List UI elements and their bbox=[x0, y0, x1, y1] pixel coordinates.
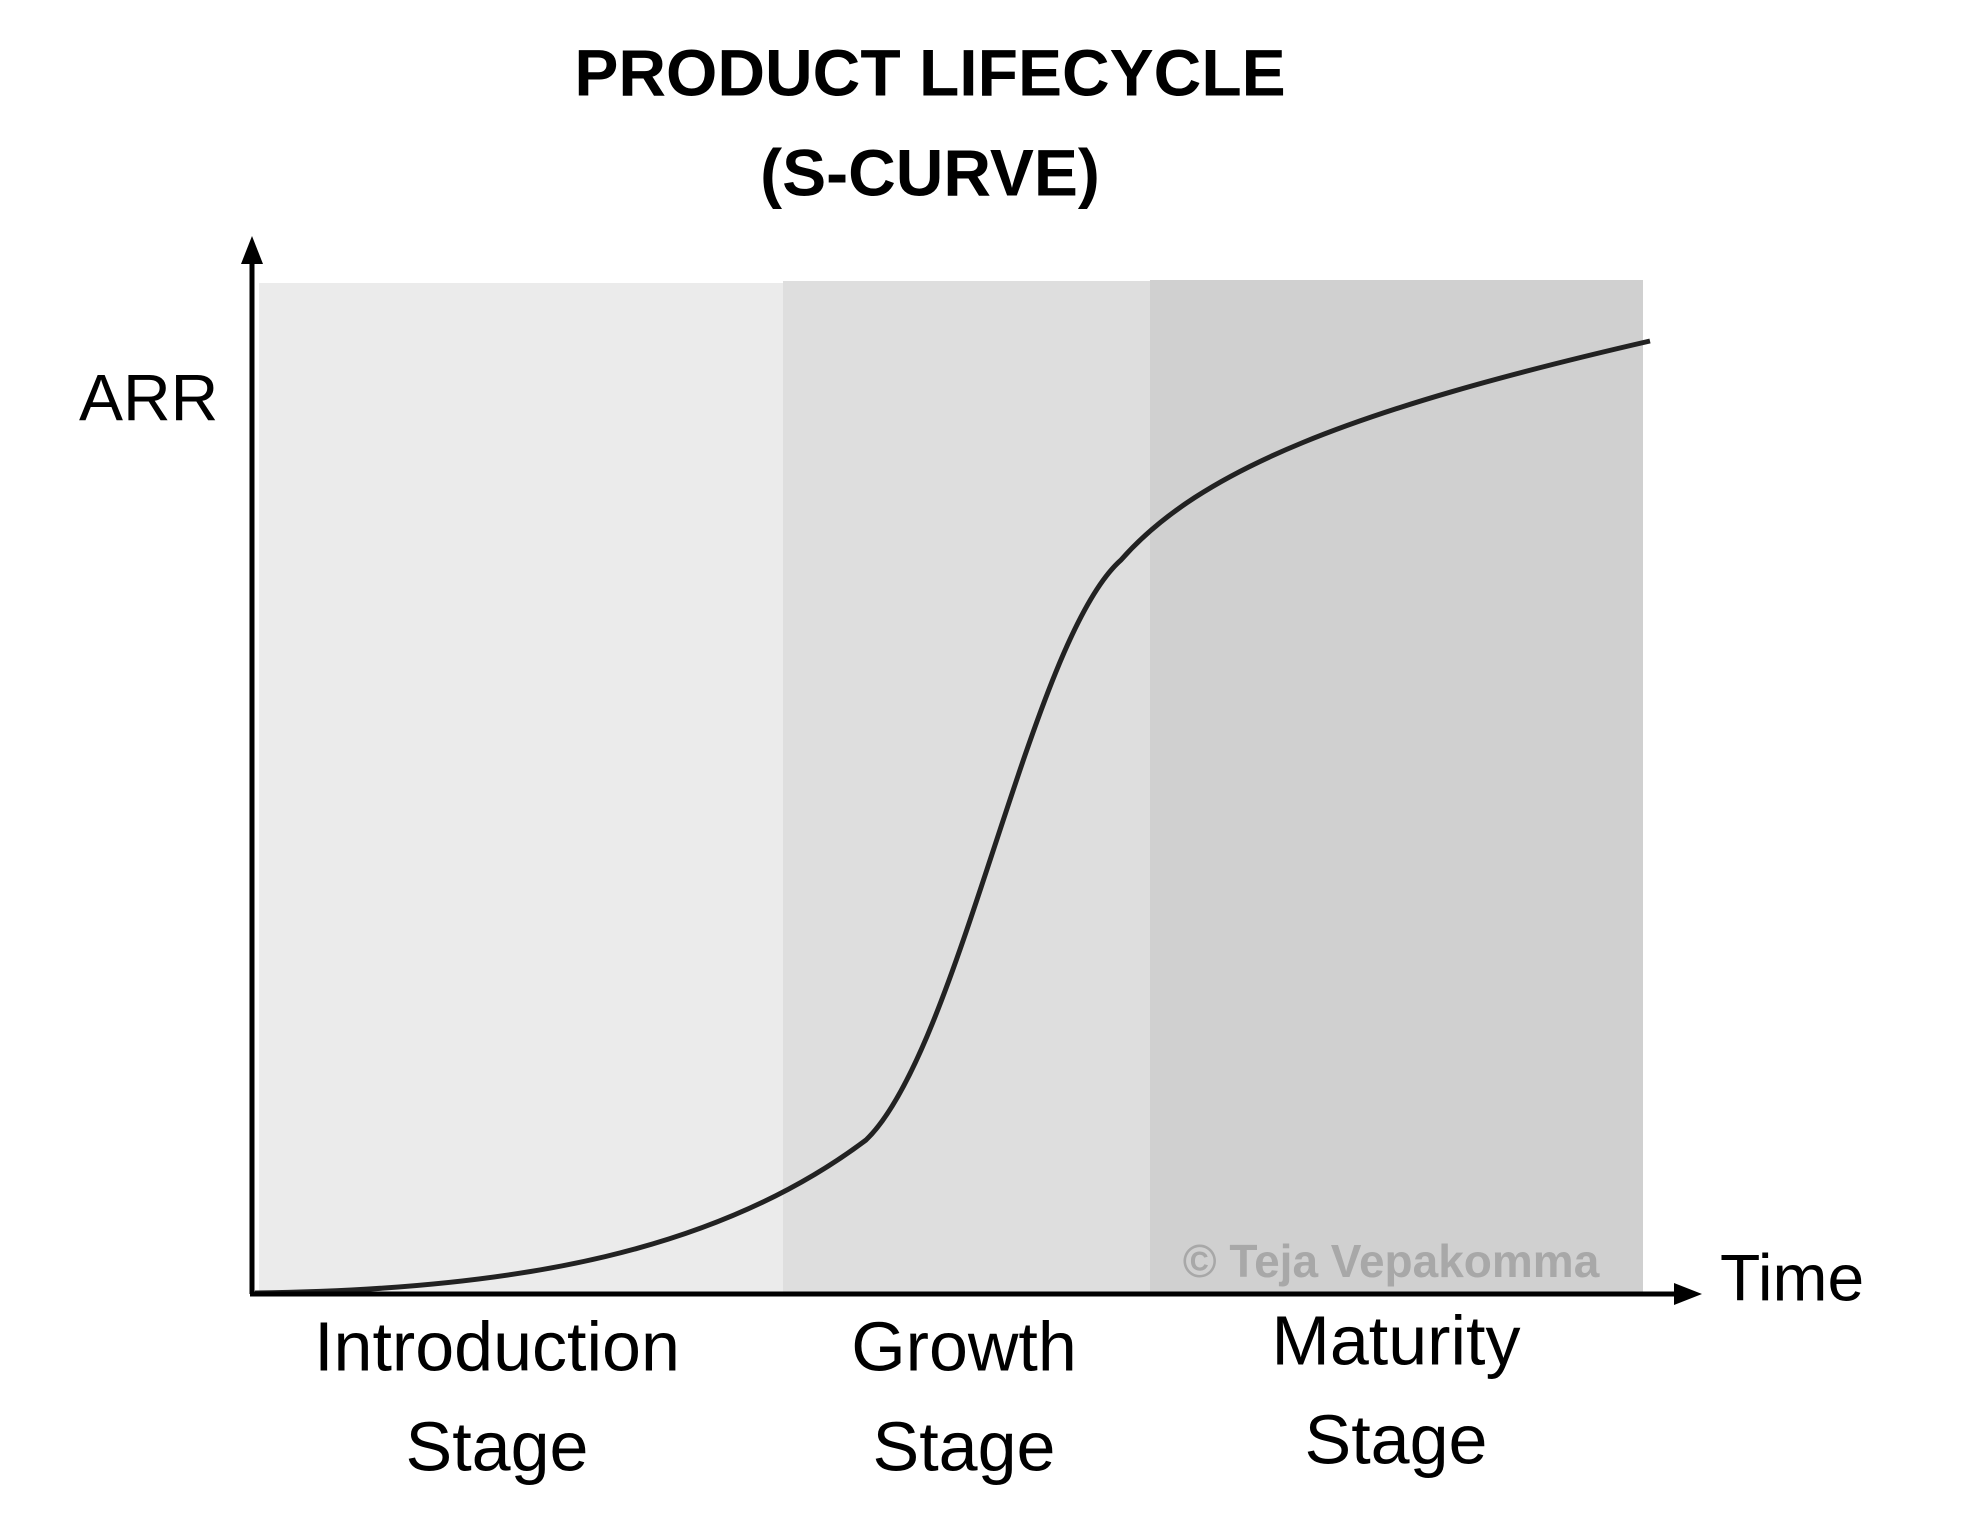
stage-label: Stage bbox=[1305, 1400, 1488, 1478]
maturity-band bbox=[1150, 280, 1643, 1294]
watermark: © Teja Vepakomma bbox=[1183, 1235, 1600, 1287]
stage-label: Introduction bbox=[314, 1307, 680, 1385]
x-axis-label: Time bbox=[1720, 1240, 1864, 1314]
stage-label: Maturity bbox=[1272, 1301, 1521, 1379]
s-curve bbox=[254, 338, 1651, 1296]
title-line: PRODUCT LIFECYCLE bbox=[574, 35, 1285, 109]
y-axis-arrow bbox=[241, 236, 263, 264]
y-axis-label: ARR bbox=[79, 360, 218, 434]
introduction-band bbox=[259, 283, 783, 1294]
growth-band bbox=[783, 281, 1150, 1294]
stage-label: Growth bbox=[851, 1307, 1077, 1385]
x-axis-arrow bbox=[1674, 1283, 1702, 1305]
stage-label: Stage bbox=[406, 1407, 589, 1485]
stage-label: Stage bbox=[873, 1407, 1056, 1485]
title-line: (S-CURVE) bbox=[760, 135, 1100, 209]
